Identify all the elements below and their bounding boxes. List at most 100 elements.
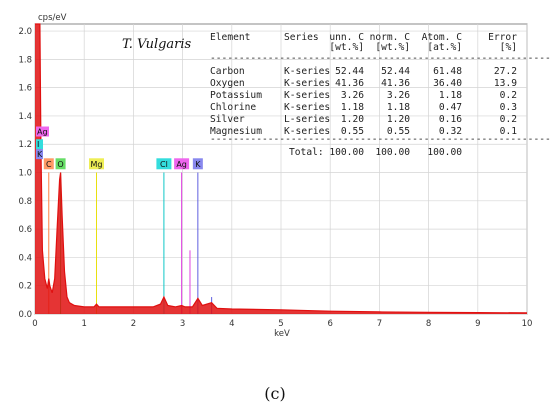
table-cell: 3.26 bbox=[341, 90, 364, 101]
peak-label-o: O bbox=[57, 160, 63, 169]
table-cell: [at.%] bbox=[427, 42, 462, 53]
table-cell: K-series bbox=[284, 102, 330, 113]
peak-label-mg: Mg bbox=[91, 160, 103, 169]
sample-label: T. Vulgaris bbox=[122, 37, 192, 52]
table-cell: 0.16 bbox=[439, 114, 462, 125]
x-tick-label: 1 bbox=[81, 319, 86, 329]
x-tick-label: 10 bbox=[522, 319, 533, 329]
table-cell: 0.1 bbox=[500, 126, 518, 137]
y-tick-label: 0.8 bbox=[18, 197, 32, 207]
total-value: 100.00 bbox=[329, 147, 364, 158]
table-cell: 41.36 bbox=[335, 78, 364, 89]
x-tick-label: 4 bbox=[229, 319, 234, 329]
x-tick-label: 0 bbox=[32, 319, 37, 329]
table-cell: 0.2 bbox=[500, 90, 517, 101]
table-cell: Silver bbox=[210, 114, 245, 125]
side-label-ag: Ag bbox=[37, 128, 48, 137]
y-tick-label: 1.6 bbox=[18, 84, 32, 94]
table-cell: unn. C bbox=[329, 32, 364, 43]
table-cell: 1.20 bbox=[341, 114, 364, 125]
table-cell: [wt.%] bbox=[375, 42, 410, 53]
table-rows: Carbon K-series 52.44 52.44 61.48 27.2 Oxygen K… bbox=[210, 66, 517, 137]
peak-label-box bbox=[89, 158, 104, 170]
table-cell: Carbon bbox=[210, 66, 245, 77]
peak-label-box bbox=[156, 158, 172, 170]
table-cell: 1.20 bbox=[387, 114, 410, 125]
table-cell: K-series bbox=[284, 90, 330, 101]
table-cell: Atom. C bbox=[422, 32, 463, 43]
y-tick-label: 1.2 bbox=[18, 140, 32, 150]
side-label-i: I bbox=[37, 140, 39, 149]
x-tick-label: 5 bbox=[278, 319, 283, 329]
table-rule-top: ----------------------------------------… bbox=[210, 53, 550, 64]
side-label-box bbox=[36, 126, 49, 137]
peak-label-box bbox=[174, 158, 190, 170]
x-tick-label: 7 bbox=[377, 319, 382, 329]
total-value: 100.00 bbox=[427, 147, 462, 158]
table-cell: K-series bbox=[284, 66, 330, 77]
table-cell: 0.2 bbox=[500, 114, 517, 125]
results-table: ----------------------------------------… bbox=[210, 32, 550, 158]
axis-ticks: 0 1 2 3 4 5 6 7 8 9 10 0.0 0.2 0.4 0.6 0.8 1.0 1.2 1.4 1.6 1… bbox=[18, 27, 532, 329]
table-cell: 0.3 bbox=[500, 102, 518, 113]
table-cell: K-series bbox=[284, 126, 330, 137]
total-label: Total: bbox=[289, 147, 324, 158]
x-tick-label: 6 bbox=[327, 319, 332, 329]
side-label-box bbox=[36, 149, 43, 160]
table-cell: L-series bbox=[284, 114, 330, 125]
peak-label-k: K bbox=[195, 160, 201, 169]
total-value: 100.00 bbox=[375, 147, 410, 158]
table-cell: 52.44 bbox=[335, 66, 364, 77]
table-cell: [wt.%] bbox=[329, 42, 364, 53]
table-cell: 1.18 bbox=[341, 102, 364, 113]
eds-spectrum-chart: 0 1 2 3 4 5 6 7 8 9 10 0.0 0.2 0.4 0.6 0.8 1.0 1.2 1.4 1.6 1… bbox=[18, 13, 550, 339]
table-cell: [%] bbox=[500, 42, 517, 53]
peak-label-box bbox=[192, 158, 203, 170]
table-cell: K-series bbox=[284, 78, 330, 89]
x-axis-label: keV bbox=[274, 329, 290, 339]
side-label-k: K bbox=[37, 150, 43, 159]
table-cell: norm. C bbox=[370, 32, 411, 43]
table-cell: 0.55 bbox=[341, 126, 364, 137]
y-tick-label: 0.0 bbox=[18, 310, 32, 320]
table-cell: 0.32 bbox=[439, 126, 462, 137]
y-tick-label: 1.4 bbox=[18, 112, 32, 122]
table-cell: 52.44 bbox=[381, 66, 410, 77]
x-tick-label: 2 bbox=[131, 319, 136, 329]
side-label-box bbox=[36, 139, 43, 150]
peak-label-cl: Cl bbox=[160, 160, 168, 169]
table-cell: Error bbox=[488, 32, 517, 43]
table-cell: Oxygen bbox=[210, 78, 245, 89]
table-cell: 13.9 bbox=[494, 78, 517, 89]
y-tick-label: 1.0 bbox=[18, 169, 32, 179]
table-cell: Element bbox=[210, 32, 250, 43]
y-tick-label: 0.6 bbox=[18, 225, 32, 235]
y-axis-label: cps/eV bbox=[38, 13, 67, 23]
table-cell: 0.47 bbox=[439, 102, 462, 113]
table-rule-bottom: ----------------------------------------… bbox=[210, 134, 550, 145]
peak-label-ag: Ag bbox=[176, 160, 187, 169]
x-tick-label: 8 bbox=[426, 319, 431, 329]
x-tick-label: 3 bbox=[180, 319, 185, 329]
table-cell: Magnesium bbox=[210, 126, 262, 137]
table-cell: 1.18 bbox=[439, 90, 462, 101]
peak-label-box bbox=[55, 158, 66, 170]
table-cell: 3.26 bbox=[387, 90, 410, 101]
table-cell: 36.40 bbox=[433, 78, 462, 89]
table-cell: 41.36 bbox=[381, 78, 410, 89]
table-cell: Chlorine bbox=[210, 102, 256, 113]
y-tick-label: 2.0 bbox=[18, 27, 32, 37]
x-tick-label: 9 bbox=[475, 319, 480, 329]
peak-label-c: C bbox=[46, 160, 52, 169]
y-tick-label: 0.4 bbox=[18, 253, 32, 263]
table-cell: 61.48 bbox=[433, 66, 462, 77]
y-tick-label: 0.2 bbox=[18, 282, 32, 292]
table-cell: Series bbox=[284, 32, 319, 43]
y-tick-label: 1.8 bbox=[18, 55, 32, 65]
spectrum-line bbox=[35, 23, 528, 314]
table-cell: 0.55 bbox=[387, 126, 410, 137]
table-cell: 1.18 bbox=[387, 102, 410, 113]
figure-caption: (c) bbox=[264, 384, 286, 403]
table-cell: 27.2 bbox=[494, 66, 517, 77]
